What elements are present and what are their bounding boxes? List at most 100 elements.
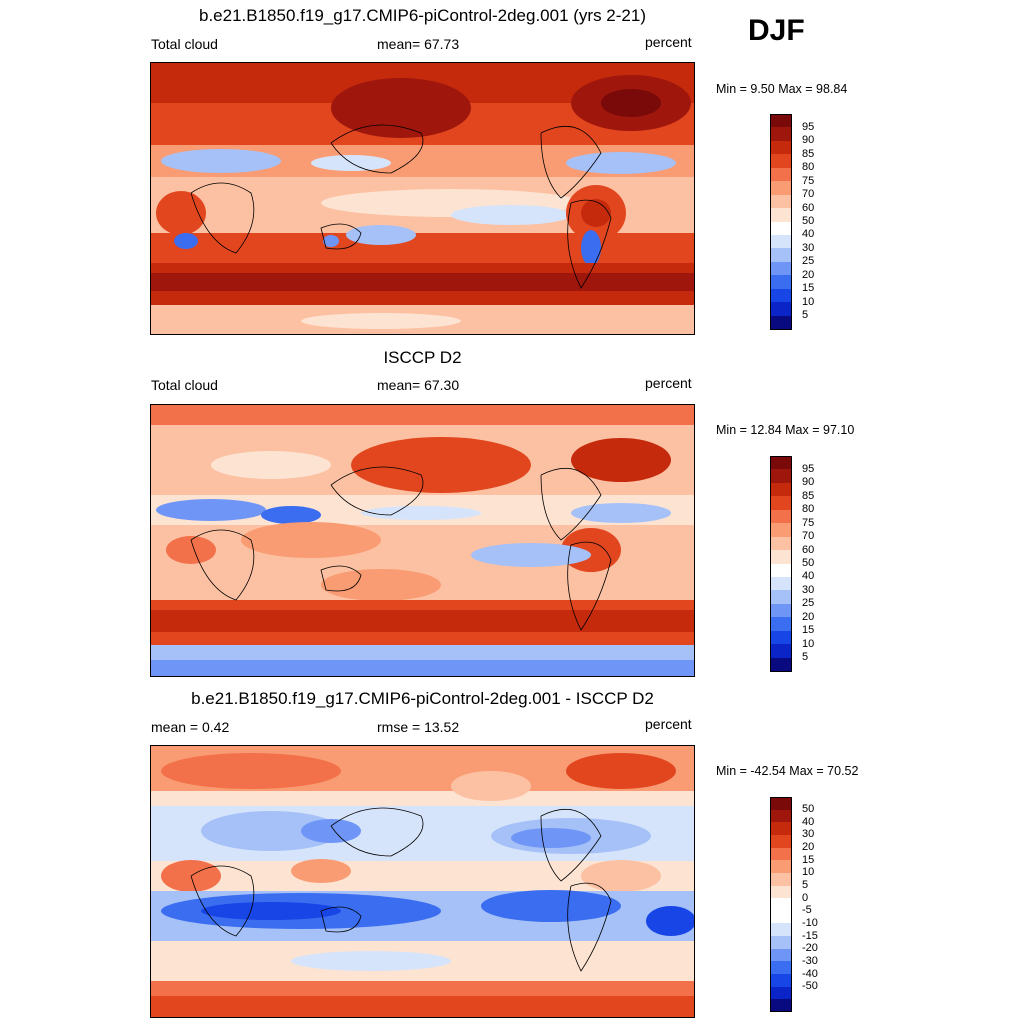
colorbar-tick-label: 50 (802, 557, 815, 569)
panel-3-colorbar: 50 40 30 20 15 10 5 0 -5 -10 -15 -20 -30 -40 -50 (770, 797, 850, 1013)
colorbar-swatch (770, 974, 792, 988)
colorbar-tick-label: 95 (802, 462, 815, 475)
panel-2-minmax: Min = 12.84 Max = 97.10 (716, 423, 855, 437)
colorbar-tick-label: 25 (802, 255, 815, 268)
colorbar-tick-label: 70 (802, 530, 815, 543)
colorbar-swatch (770, 456, 792, 470)
panel-3-title: b.e21.B1850.f19_g17.CMIP6-piControl-2deg… (191, 689, 654, 708)
colorbar-tick-label: -20 (802, 942, 818, 955)
colorbar-swatch (770, 550, 792, 564)
colorbar-tick-label: 10 (802, 637, 815, 650)
colorbar-tick-label: 60 (802, 201, 815, 214)
panel-1-minmax: Min = 9.50 Max = 98.84 (716, 82, 848, 96)
colorbar-swatch (770, 563, 792, 578)
colorbar-tick-label: 90 (802, 134, 815, 147)
colorbar-swatch (770, 261, 792, 276)
colorbar-swatch (770, 999, 792, 1013)
panel-2-title: ISCCP D2 (383, 348, 462, 367)
panel-2-map (150, 404, 695, 677)
colorbar-tick-label: 60 (802, 543, 815, 556)
season-label: DJF (748, 14, 805, 47)
colorbar-tick-label: 10 (802, 295, 815, 308)
colorbar-swatch (770, 208, 792, 222)
colorbar-tick-label: 40 (802, 815, 815, 828)
colorbar-swatch (770, 923, 792, 937)
colorbar-swatch (770, 885, 792, 899)
colorbar-swatch (770, 822, 792, 836)
colorbar-tick-label: 40 (802, 570, 815, 583)
colorbar-tick-label: 20 (802, 610, 815, 623)
panel-3-mean-label: mean = 0.42 (151, 719, 230, 735)
colorbar-swatch (770, 523, 792, 538)
colorbar-tick-label: 5 (802, 309, 809, 322)
panel-1-title: b.e21.B1850.f19_g17.CMIP6-piControl-2deg… (199, 6, 646, 25)
panel-1-map (150, 62, 695, 335)
colorbar-tick-label: -15 (802, 929, 818, 942)
colorbar-swatch (770, 630, 792, 645)
colorbar-swatch (770, 936, 792, 950)
colorbar-swatch (770, 482, 792, 497)
colorbar-tick-label: 20 (802, 841, 815, 854)
colorbar-tick-label: -50 (802, 980, 818, 993)
panel-1-left-label: Total cloud (151, 36, 218, 52)
colorbar-tick-label: 15 (802, 853, 815, 866)
colorbar-swatch (770, 898, 792, 912)
colorbar-swatch (770, 910, 792, 924)
colorbar-tick-label: 70 (802, 188, 815, 201)
panel-3-units-label: percent (645, 716, 692, 732)
colorbar-swatch (770, 948, 792, 962)
colorbar-swatch (770, 221, 792, 236)
panel-3-map (150, 745, 695, 1018)
colorbar-swatch (770, 469, 792, 484)
colorbar-tick-label: 50 (802, 803, 815, 816)
colorbar-tick-label: -30 (802, 954, 818, 967)
colorbar-swatch (770, 234, 792, 249)
colorbar-tick-label: 20 (802, 268, 815, 281)
panel-1-mean-label: mean= 67.73 (377, 36, 460, 52)
colorbar-swatch (770, 657, 792, 672)
colorbar-swatch (770, 961, 792, 975)
colorbar-tick-label: 0 (802, 891, 809, 904)
colorbar-swatch (770, 167, 792, 182)
colorbar-tick-label: 5 (802, 879, 809, 892)
colorbar-swatch (770, 590, 792, 605)
colorbar-swatch (770, 617, 792, 632)
colorbar-swatch (770, 797, 792, 811)
colorbar-tick-label: 40 (802, 228, 815, 241)
panel-1-map-canvas (151, 63, 694, 334)
panel-3-rmse-label: rmse = 13.52 (377, 719, 460, 735)
colorbar-swatch (770, 847, 792, 861)
colorbar-tick-label: -10 (802, 916, 818, 929)
colorbar-tick-label: 75 (802, 516, 815, 529)
colorbar-tick-label: 5 (802, 651, 809, 664)
colorbar-tick-label: 80 (802, 503, 815, 516)
colorbar-tick-label: 90 (802, 476, 815, 489)
colorbar-swatch (770, 809, 792, 823)
colorbar-swatch (770, 644, 792, 659)
colorbar-swatch (770, 986, 792, 1000)
colorbar-tick-label: 30 (802, 241, 815, 254)
panel-2-units-label: percent (645, 375, 692, 391)
colorbar-swatch (770, 872, 792, 887)
colorbar-tick-label: 95 (802, 120, 815, 133)
colorbar-tick-label: 30 (802, 828, 815, 841)
colorbar-tick-label: 15 (802, 624, 815, 637)
colorbar-tick-label: 85 (802, 147, 815, 160)
colorbar-tick-label: 25 (802, 597, 815, 610)
colorbar-swatch (770, 114, 792, 128)
colorbar-swatch (770, 603, 792, 618)
colorbar-tick-label: 15 (802, 282, 815, 295)
colorbar-swatch (770, 154, 792, 169)
panel-3-minmax: Min = -42.54 Max = 70.52 (716, 764, 859, 778)
colorbar-swatch (770, 509, 792, 524)
colorbar-swatch (770, 496, 792, 511)
colorbar-swatch (770, 140, 792, 155)
colorbar-tick-label: 80 (802, 161, 815, 174)
panel-2-map-canvas (151, 405, 694, 676)
panel-2-colorbar: 95 90 85 80 75 70 60 50 40 30 25 20 15 10 5 (770, 456, 850, 672)
panel-1-colorbar: 95 90 85 80 75 70 60 50 40 30 25 20 15 10 5 (770, 114, 850, 330)
colorbar-swatch (770, 275, 792, 290)
panel-2-left-label: Total cloud (151, 377, 218, 393)
colorbar-swatch (770, 248, 792, 263)
colorbar-tick-label: 75 (802, 174, 815, 187)
